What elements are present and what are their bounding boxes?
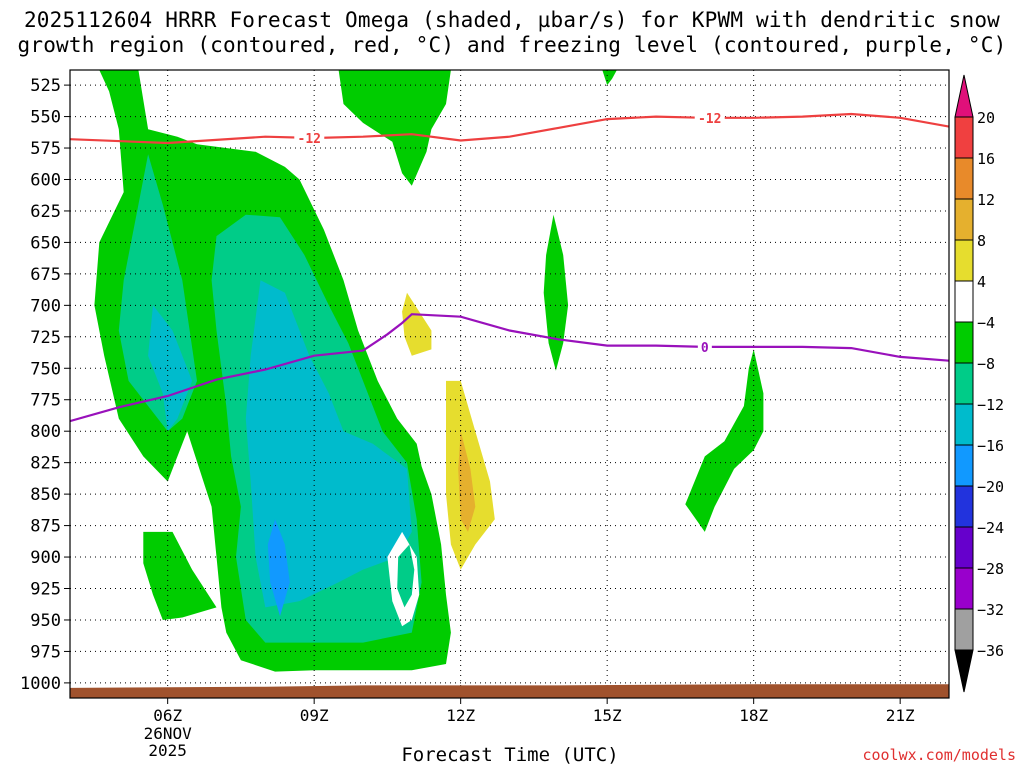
xtick-label-18Z: 18Z [739, 706, 768, 725]
ytick-label-975: 975 [30, 642, 61, 662]
shade-region-1 [143, 531, 217, 620]
ytick-label-875: 875 [30, 517, 61, 537]
colorbar-box-8 [954, 321, 974, 364]
colorbar-label-13: 20 [977, 109, 995, 127]
colorbar: −36 −32 −28 −24 −20 −16 −12 −8 −4 4 8 12 16 20 [954, 74, 1004, 693]
contour-label-1-0: 0 [701, 341, 709, 356]
ytick-label-950: 950 [30, 611, 61, 631]
shade-region-13 [458, 431, 476, 532]
ytick-label-650: 650 [30, 233, 61, 253]
xtick-label-15Z: 15Z [593, 706, 622, 725]
x-axis-label: Forecast Time (UTC) [401, 744, 619, 766]
ytick-label-800: 800 [30, 422, 61, 442]
ytick-label-575: 575 [30, 139, 61, 159]
colorbar-label-10: 8 [977, 232, 986, 250]
contour-line-1 [70, 313, 949, 423]
shade-region-2 [338, 70, 451, 186]
ytick-label-775: 775 [30, 391, 61, 411]
contour-label-bg-0-0 [294, 130, 325, 145]
credit-text: coolwx.com/models [862, 746, 1016, 764]
colorbar-label-11: 12 [977, 191, 995, 209]
colorbar-box-6 [954, 403, 974, 446]
contour-lines: -12 -12 0 [70, 110, 949, 423]
colorbar-box-7 [954, 362, 974, 405]
plot-frame [69, 69, 950, 699]
ytick-label-750: 750 [30, 359, 61, 379]
shade-region-4 [543, 214, 569, 371]
colorbar-box-3 [954, 526, 974, 569]
colorbar-label-4: −20 [977, 478, 1004, 496]
xtick-label-12Z: 12Z [446, 706, 475, 725]
colorbar-label-7: −8 [977, 355, 995, 373]
omega-shading [94, 70, 764, 672]
xtick-label-21Z: 21Z [886, 706, 915, 725]
colorbar-label-12: 16 [977, 150, 995, 168]
shade-region-11 [402, 292, 432, 356]
ytick-label-525: 525 [30, 76, 61, 96]
chart-title-line2: growth region (contoured, red, °C) and f… [17, 33, 1007, 57]
colorbar-label-5: −16 [977, 437, 1004, 455]
shade-region-5 [685, 349, 764, 532]
ytick-label-550: 550 [30, 108, 61, 128]
colorbar-box-13 [954, 116, 974, 159]
xtick-label-09Z: 09Z [300, 706, 329, 725]
colorbar-box-9 [954, 280, 974, 323]
colorbar-label-6: −12 [977, 396, 1004, 414]
x-date-label-0: 26NOV [144, 724, 193, 743]
contour-label-bg-1-0 [697, 339, 712, 354]
colorbar-box-12 [954, 157, 974, 200]
ytick-label-850: 850 [30, 485, 61, 505]
colorbar-label-1: −32 [977, 601, 1004, 619]
colorbar-label-3: −24 [977, 519, 1004, 537]
ytick-label-1000: 1000 [20, 674, 61, 694]
contour-line-0 [70, 112, 949, 145]
shade-region-3 [602, 70, 617, 86]
colorbar-box-4 [954, 485, 974, 528]
colorbar-top-triangle [954, 74, 974, 118]
contour-label-0-0: -12 [298, 132, 321, 147]
colorbar-box-10 [954, 239, 974, 282]
colorbar-label-0: −36 [977, 642, 1004, 660]
ytick-label-925: 925 [30, 580, 61, 600]
xtick-label-06Z: 06Z [153, 706, 182, 725]
ytick-label-675: 675 [30, 265, 61, 285]
colorbar-label-9: 4 [977, 273, 986, 291]
ytick-label-900: 900 [30, 548, 61, 568]
terrain-surface [70, 684, 949, 698]
chart-title-line1: 2025112604 HRRR Forecast Omega (shaded, … [23, 8, 1001, 32]
colorbar-label-8: −4 [977, 314, 995, 332]
ytick-label-700: 700 [30, 296, 61, 316]
colorbar-bottom-triangle [954, 649, 974, 693]
terrain [70, 684, 949, 698]
colorbar-box-11 [954, 198, 974, 241]
colorbar-box-5 [954, 444, 974, 487]
contour-label-0-1: -12 [698, 112, 721, 127]
colorbar-box-1 [954, 608, 974, 651]
x-date-label-1: 2025 [148, 741, 187, 760]
ytick-label-825: 825 [30, 454, 61, 474]
ytick-label-600: 600 [30, 170, 61, 190]
shade-region-15 [397, 544, 415, 608]
shade-region-10 [267, 519, 290, 617]
y-axis: 525 550 575 600 625 650 675 700 725 750 775 800 825 8… [20, 76, 70, 694]
colorbar-label-2: −28 [977, 560, 1004, 578]
contour-label-bg-0-1 [694, 110, 725, 125]
ytick-label-725: 725 [30, 328, 61, 348]
ytick-label-625: 625 [30, 202, 61, 222]
colorbar-box-2 [954, 567, 974, 610]
